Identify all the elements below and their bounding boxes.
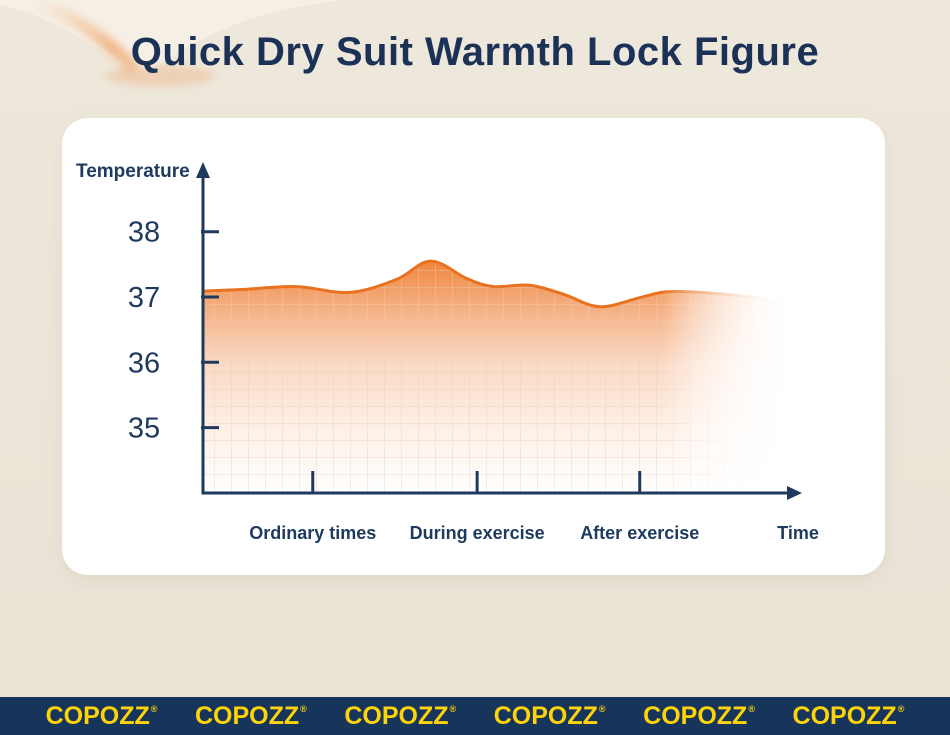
brand-banner: COPOZZ® COPOZZ® COPOZZ® COPOZZ® COPOZZ® COPOZ… (0, 697, 950, 735)
copozz-logo-text: COPOZZ (643, 701, 748, 730)
copozz-logo: COPOZZ® (344, 701, 457, 730)
y-tick-label: 37 (128, 282, 160, 314)
copozz-logo: COPOZZ® (643, 701, 755, 730)
y-tick-label: 38 (128, 217, 160, 249)
y-axis-label: Temperature (76, 161, 190, 182)
registered-trademark-icon: ® (897, 703, 905, 714)
registered-trademark-icon: ® (748, 703, 755, 714)
copozz-logo: COPOZZ® (493, 701, 606, 730)
y-tick-label: 35 (128, 413, 160, 445)
temperature-area-group (201, 259, 792, 493)
registered-trademark-icon: ® (449, 703, 457, 714)
registered-trademark-icon: ® (598, 703, 606, 714)
y-axis-ticks: 38 37 36 35 (128, 217, 219, 445)
x-axis-ticks: Ordinary times During exercise After exerc… (249, 471, 699, 543)
x-axis-label: Time (777, 523, 819, 543)
x-axis-arrow-icon (787, 486, 802, 500)
registered-trademark-icon: ® (300, 703, 307, 714)
copozz-logo-text: COPOZZ (493, 701, 598, 730)
copozz-logo: COPOZZ® (45, 701, 158, 730)
x-tick-label: After exercise (580, 523, 699, 543)
grid-texture (203, 261, 790, 493)
temperature-curve (201, 259, 792, 309)
warmth-chart: 38 37 36 35 Ordinary times During exercise Af… (76, 161, 819, 543)
x-tick-label: During exercise (410, 523, 545, 543)
copozz-logo-text: COPOZZ (344, 701, 449, 730)
copozz-logo: COPOZZ® (792, 701, 905, 730)
copozz-logo-text: COPOZZ (45, 701, 150, 730)
page-title: Quick Dry Suit Warmth Lock Figure (130, 30, 820, 74)
y-axis-arrow-icon (196, 162, 210, 178)
chart-card: 38 37 36 35 Ordinary times During exercise Af… (62, 118, 885, 575)
copozz-logo-text: COPOZZ (792, 701, 897, 730)
axes (196, 162, 802, 500)
registered-trademark-icon: ® (150, 703, 158, 714)
y-tick-label: 36 (128, 347, 160, 379)
copozz-logo: COPOZZ® (194, 701, 307, 730)
x-tick-label: Ordinary times (249, 523, 376, 543)
copozz-logo-text: COPOZZ (194, 701, 300, 730)
